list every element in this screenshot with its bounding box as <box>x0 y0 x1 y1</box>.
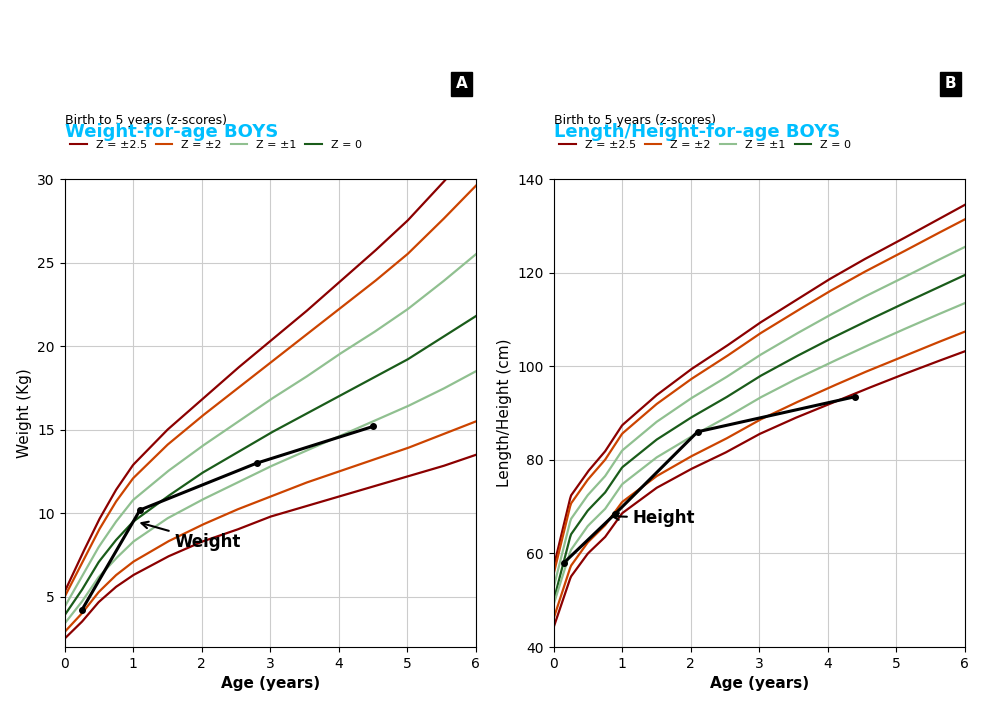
Text: Birth to 5 years (z-scores): Birth to 5 years (z-scores) <box>64 113 227 127</box>
X-axis label: Age (years): Age (years) <box>221 676 319 691</box>
X-axis label: Age (years): Age (years) <box>710 676 809 691</box>
Y-axis label: Weight (Kg): Weight (Kg) <box>17 368 32 458</box>
Text: Weight-for-age BOYS: Weight-for-age BOYS <box>64 123 278 142</box>
Text: A: A <box>456 76 467 91</box>
Text: Weight: Weight <box>141 522 241 551</box>
Legend: Z = ±2.5, Z = ±2, Z = ±1, Z = 0: Z = ±2.5, Z = ±2, Z = ±1, Z = 0 <box>559 140 851 150</box>
Legend: Z = ±2.5, Z = ±2, Z = ±1, Z = 0: Z = ±2.5, Z = ±2, Z = ±1, Z = 0 <box>70 140 362 150</box>
Text: B: B <box>945 76 956 91</box>
Text: Length/Height-for-age BOYS: Length/Height-for-age BOYS <box>553 123 840 142</box>
Text: Height: Height <box>612 509 695 527</box>
Text: Birth to 5 years (z-scores): Birth to 5 years (z-scores) <box>553 113 716 127</box>
Y-axis label: Length/Height (cm): Length/Height (cm) <box>497 339 512 487</box>
